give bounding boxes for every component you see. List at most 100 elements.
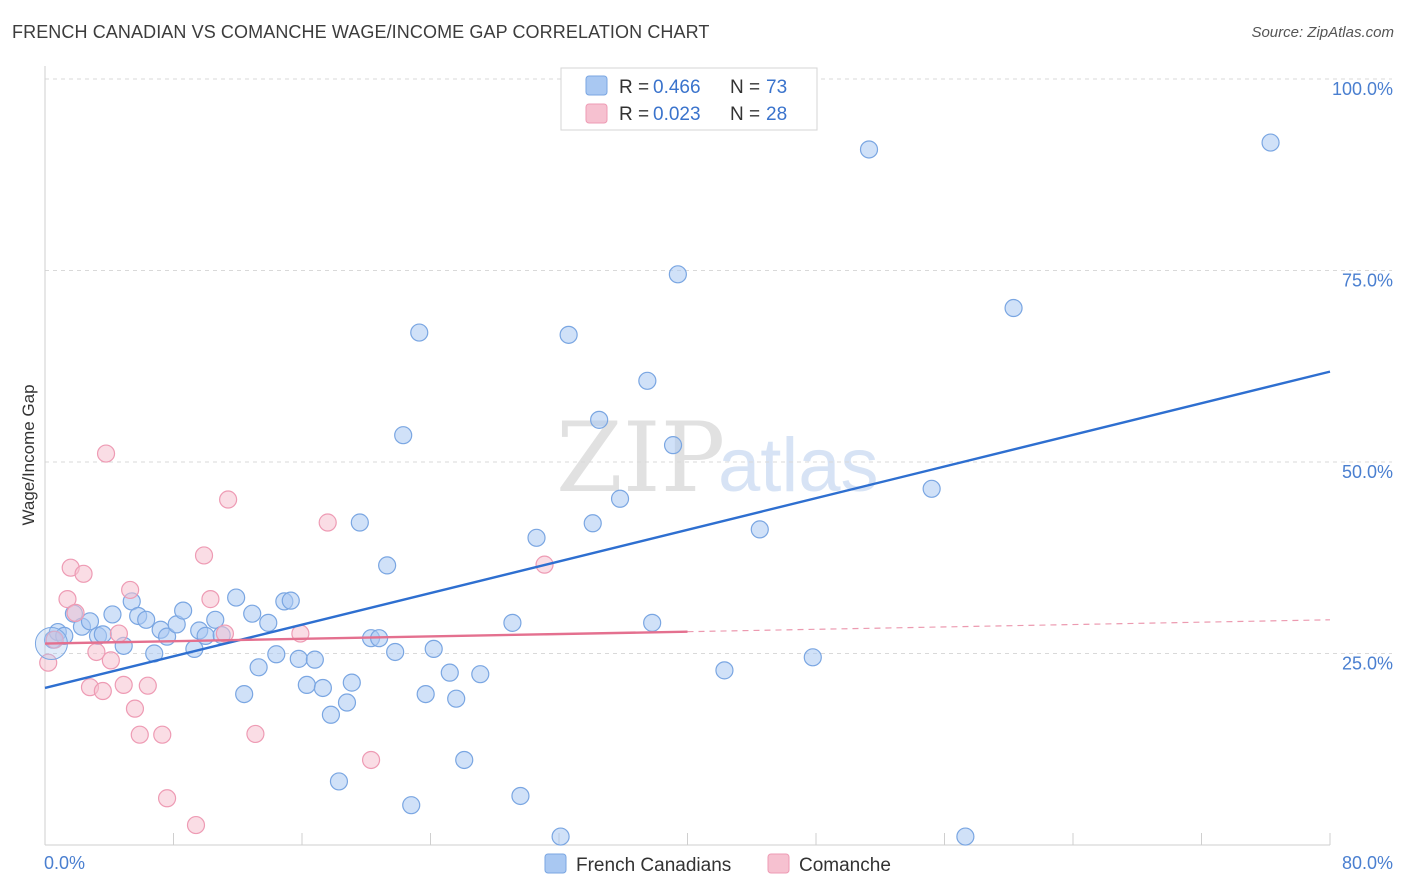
point-french-canadians — [235, 684, 254, 704]
point-comanche — [246, 724, 265, 744]
trend-lines — [44, 370, 1331, 690]
point-french-canadians — [922, 479, 941, 498]
point-french-canadians — [663, 436, 683, 455]
point-french-canadians — [259, 613, 278, 632]
point-french-canadians — [402, 796, 421, 815]
y-tick-label-50: 50.0% — [1342, 462, 1393, 482]
point-french-canadians — [329, 772, 349, 791]
y-tick-label-100: 100.0% — [1332, 79, 1393, 99]
point-french-canadians — [243, 604, 262, 623]
point-french-canadians — [511, 786, 530, 806]
point-french-canadians — [305, 650, 324, 669]
trend-line-comanche-extension — [687, 619, 1331, 633]
point-comanche — [157, 789, 177, 808]
point-comanche — [114, 675, 133, 695]
point-french-canadians — [583, 514, 602, 533]
point-french-canadians — [267, 645, 286, 664]
point-french-canadians — [80, 612, 100, 631]
point-comanche — [215, 624, 234, 643]
point-french-canadians — [337, 693, 357, 712]
trend-line-french-canadians — [44, 370, 1331, 690]
point-comanche — [66, 603, 85, 623]
legend-n-label-1: N = — [730, 77, 760, 98]
point-french-canadians — [386, 642, 405, 662]
legend-r-label-1: R = — [619, 77, 649, 98]
stats-legend: R = 0.466 N = 73 R = 0.023 N = 28 — [560, 67, 818, 131]
watermark: ZIP atlas — [556, 402, 879, 514]
y-tick-label-75: 75.0% — [1342, 271, 1393, 291]
point-french-canadians — [750, 520, 769, 539]
point-comanche — [58, 590, 77, 609]
legend-r-value-1: 0.466 — [653, 77, 701, 98]
watermark-atlas: atlas — [718, 423, 879, 508]
x-tick-label-max: 80.0% — [1342, 853, 1393, 873]
point-french-canadians — [455, 750, 474, 770]
point-french-canadians — [643, 613, 662, 632]
point-french-canadians — [350, 513, 369, 532]
series-legend-label-french-canadians: French Canadians — [576, 855, 731, 876]
point-french-canadians — [93, 625, 112, 644]
point-comanche — [138, 676, 157, 695]
chart-title: FRENCH CANADIAN VS COMANCHE WAGE/INCOME … — [12, 22, 710, 42]
axes — [44, 66, 1330, 846]
point-french-canadians — [1004, 298, 1023, 318]
point-french-canadians — [447, 689, 466, 708]
legend-swatch-pink — [585, 103, 608, 124]
legend-n-value-1: 73 — [766, 77, 787, 98]
point-french-canadians — [206, 610, 225, 629]
point-french-canadians — [137, 610, 156, 629]
point-french-canadians — [313, 678, 332, 698]
point-comanche — [96, 444, 116, 463]
point-french-canadians — [668, 265, 687, 284]
point-french-canadians — [559, 325, 578, 344]
y-tick-label-25: 25.0% — [1342, 654, 1393, 674]
point-comanche — [39, 653, 58, 672]
point-comanche — [219, 490, 238, 509]
point-french-canadians — [638, 371, 657, 390]
series-legend-swatch-comanche — [767, 853, 790, 874]
legend-r-label-2: R = — [619, 104, 649, 125]
x-tick-label-min: 0.0% — [44, 853, 85, 873]
series-legend: French Canadians Comanche — [544, 853, 891, 876]
point-french-canadians — [416, 684, 435, 704]
point-french-canadians — [342, 673, 361, 692]
legend-n-value-2: 28 — [766, 104, 787, 125]
point-french-canadians — [715, 661, 734, 680]
point-french-canadians — [440, 663, 459, 682]
source-credit: Source: ZipAtlas.com — [1251, 24, 1394, 41]
point-french-canadians — [471, 665, 490, 684]
legend-n-label-2: N = — [730, 104, 760, 125]
point-french-canadians — [394, 426, 413, 445]
point-comanche — [186, 815, 206, 835]
point-comanche — [318, 513, 337, 532]
trend-line-comanche — [44, 630, 688, 645]
point-french-canadians — [590, 410, 609, 429]
point-french-canadians — [174, 601, 193, 620]
point-french-canadians — [424, 639, 443, 659]
point-comanche — [201, 590, 220, 609]
point-french-canadians — [227, 588, 246, 607]
point-french-canadians — [610, 489, 630, 508]
point-comanche — [194, 546, 214, 565]
series-legend-swatch-french-canadians — [544, 853, 567, 874]
point-comanche — [109, 624, 128, 643]
point-french-canadians — [281, 591, 300, 610]
legend-r-value-2: 0.023 — [653, 104, 701, 125]
point-comanche — [93, 681, 112, 701]
tick-labels: 25.0% 50.0% 75.0% 100.0% 0.0% 80.0% — [44, 79, 1393, 873]
point-french-canadians — [249, 658, 268, 677]
point-french-canadians — [378, 556, 397, 575]
point-comanche — [361, 750, 381, 770]
point-comanche — [74, 564, 93, 583]
point-french-canadians — [1261, 133, 1280, 152]
point-french-canadians — [859, 140, 879, 159]
point-comanche — [121, 580, 140, 600]
point-comanche — [153, 725, 172, 744]
series-legend-label-comanche: Comanche — [799, 855, 891, 876]
y-axis-label: Wage/Income Gap — [19, 384, 38, 525]
point-french-canadians — [297, 675, 316, 695]
legend-swatch-blue — [585, 75, 608, 96]
point-french-canadians — [527, 528, 546, 547]
point-french-canadians — [551, 827, 570, 846]
